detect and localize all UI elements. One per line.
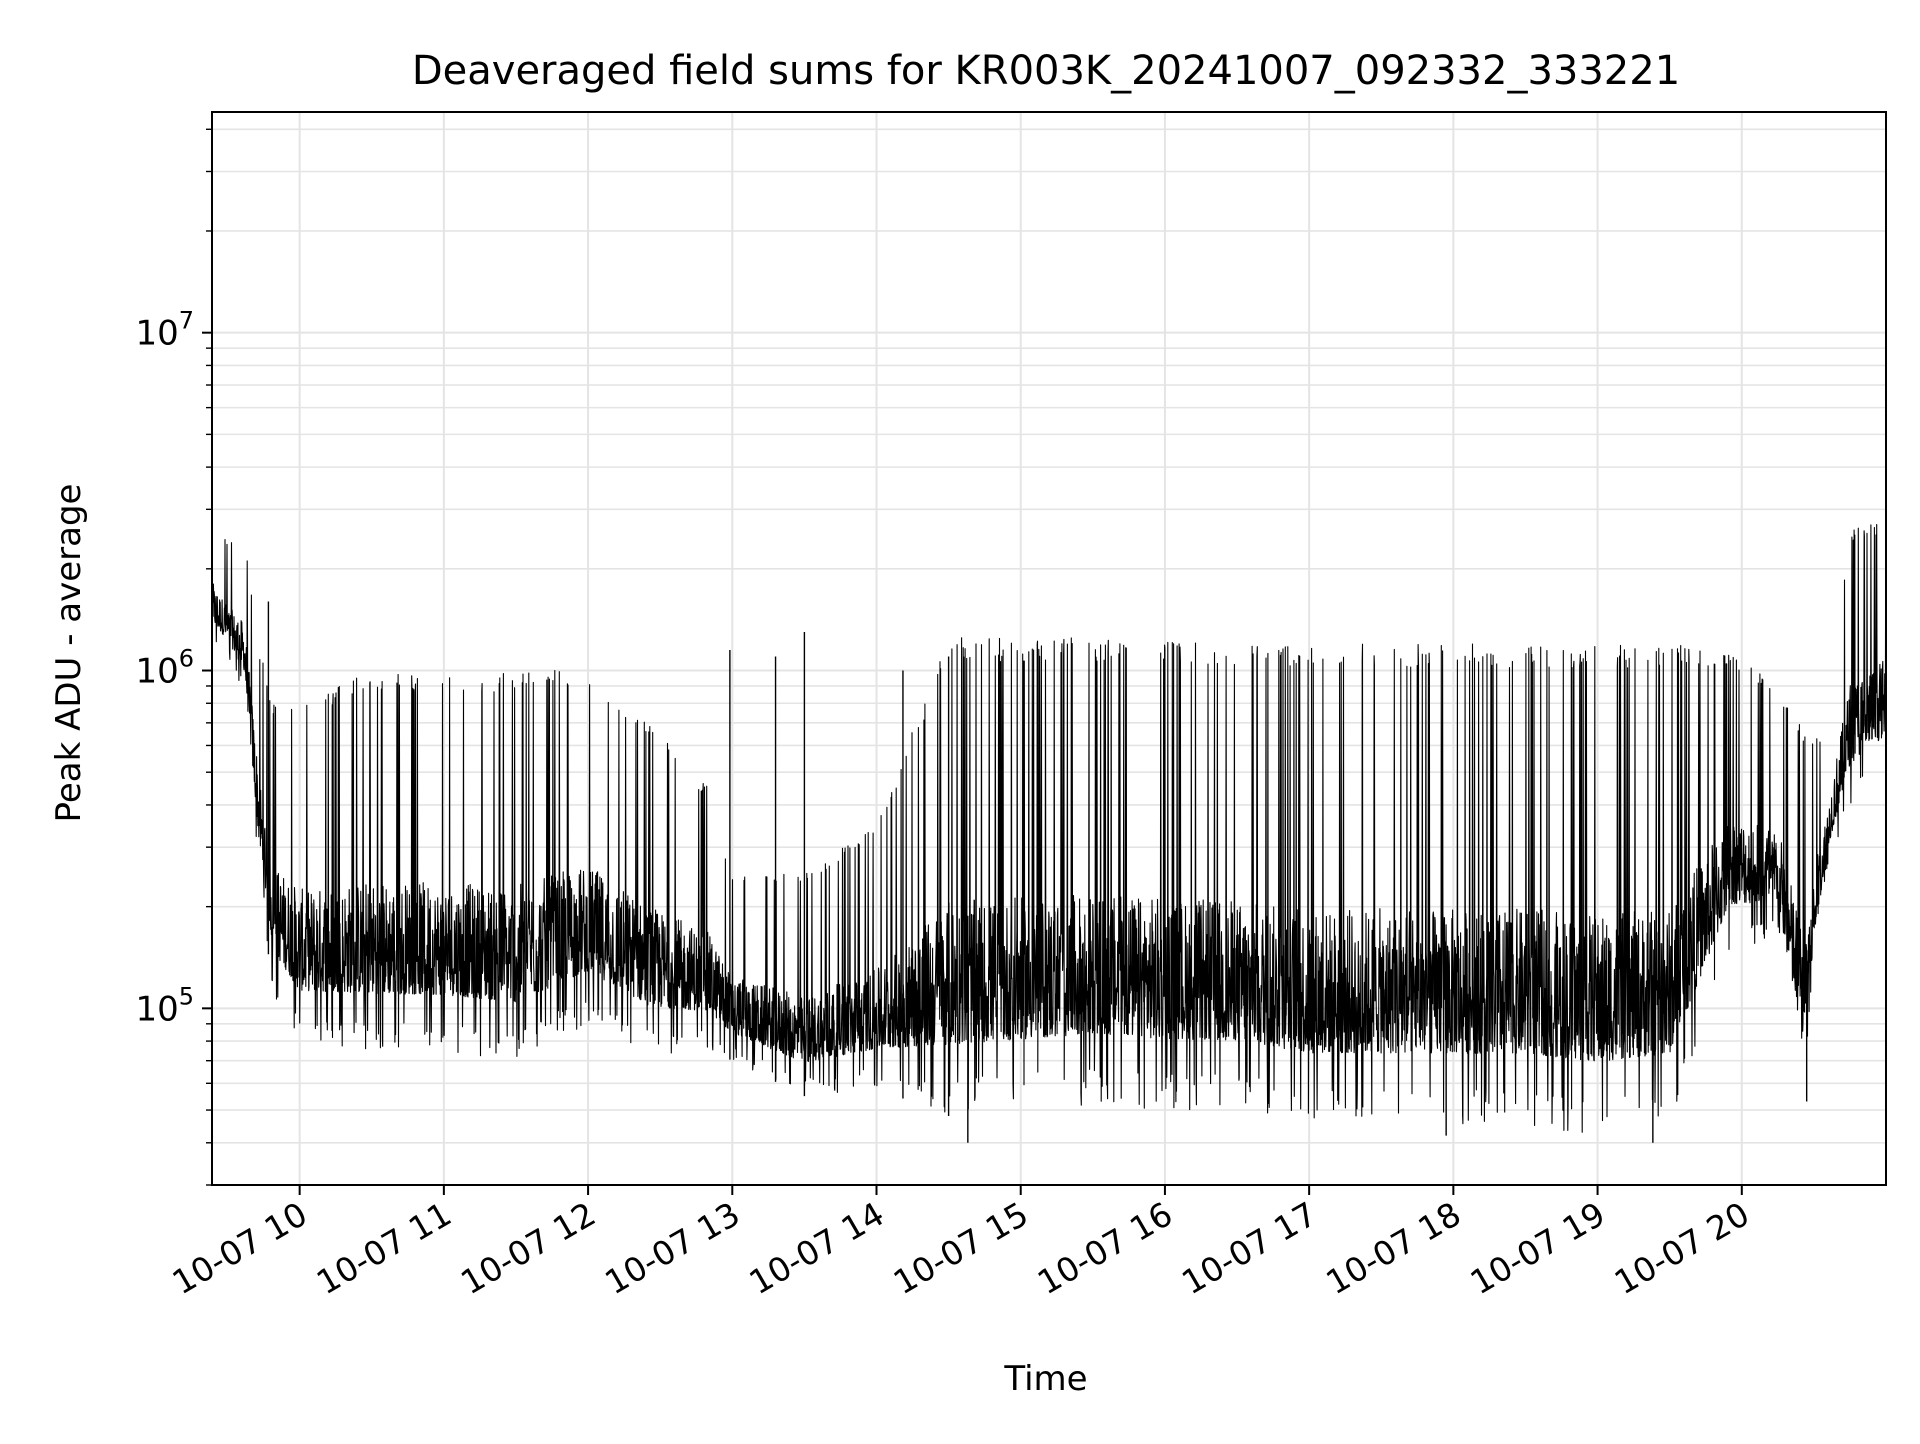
plot-frame xyxy=(211,111,1887,1186)
y-axis-label: Peak ADU - average xyxy=(49,484,89,823)
chart-title: Deaveraged field sums for KR003K_2024100… xyxy=(412,48,1680,94)
series-line xyxy=(212,524,1887,1133)
x-axis-label: Time xyxy=(1003,1359,1087,1399)
series-layer xyxy=(212,524,1887,1143)
y-tick-label: 105 xyxy=(135,982,194,1029)
y-tick-label: 107 xyxy=(135,307,194,354)
y-tick-label: 106 xyxy=(135,645,194,692)
